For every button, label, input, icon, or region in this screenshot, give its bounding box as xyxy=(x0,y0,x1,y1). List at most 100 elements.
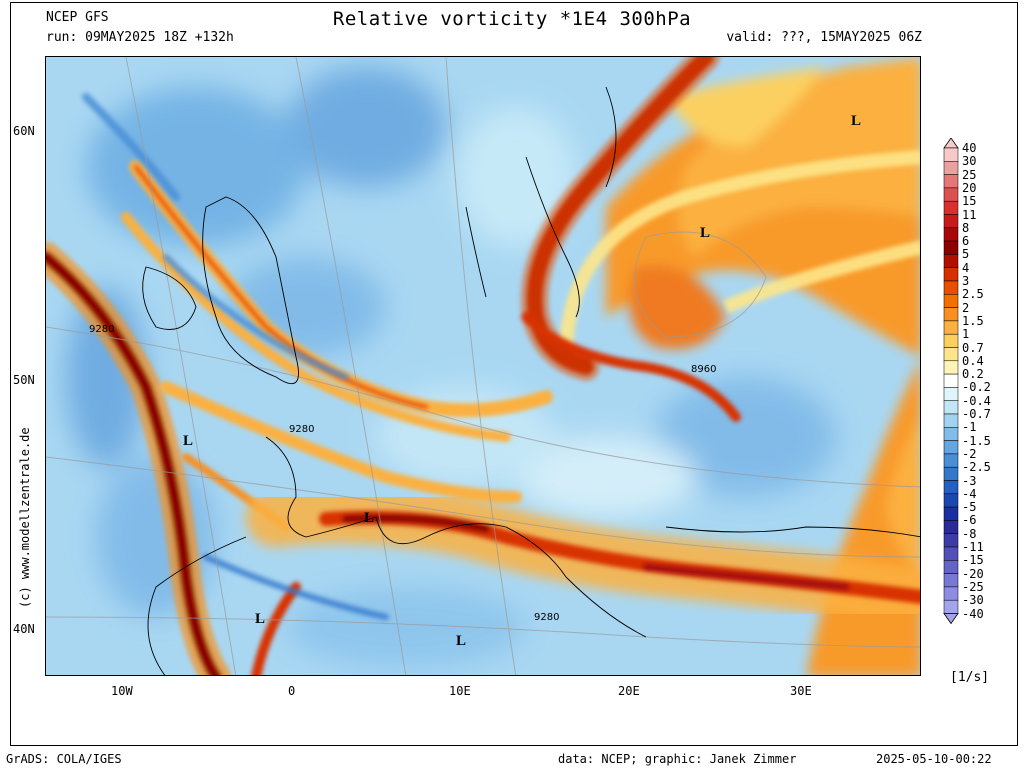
lon-label-30e: 30E xyxy=(790,684,812,698)
legend-swatch xyxy=(943,200,959,215)
legend-level-label: -2.5 xyxy=(962,460,991,475)
legend-level-label: 0.4 xyxy=(962,353,984,368)
legend-level-label: -25 xyxy=(962,579,984,594)
legend-level-label: -2 xyxy=(962,446,977,461)
legend-swatch xyxy=(943,240,959,255)
legend-level-label: 4 xyxy=(962,260,970,275)
legend-swatch xyxy=(943,294,959,308)
legend-level-label: -6 xyxy=(962,513,977,528)
legend-swatch xyxy=(943,480,959,495)
legend-level-label: -5 xyxy=(962,500,977,515)
contour-label: 9280 xyxy=(289,424,314,435)
legend-level-label: 2 xyxy=(962,300,970,315)
lon-label-0: 0 xyxy=(288,684,296,698)
legend-level-label: 6 xyxy=(962,234,970,249)
legend-arrow-bottom xyxy=(943,613,959,625)
legend-arrow-top xyxy=(943,138,959,149)
legend-level-label: 11 xyxy=(962,207,977,222)
legend-level-label: -40 xyxy=(962,606,984,621)
legend-level-label: -30 xyxy=(962,593,984,608)
legend-swatch xyxy=(943,254,959,268)
legend-swatch xyxy=(943,161,959,175)
legend-swatch xyxy=(943,373,959,388)
creation-date: 2025-05-10-00:22 xyxy=(876,752,992,766)
legend-level-label: 30 xyxy=(962,154,977,169)
legend-swatch xyxy=(943,280,959,295)
legend-swatch xyxy=(943,267,959,282)
legend-swatch xyxy=(943,427,959,441)
legend-level-label: -4 xyxy=(962,486,977,501)
chart-title: Relative vorticity *1E4 300hPa xyxy=(332,8,692,30)
lat-label-40n: 40N xyxy=(13,622,35,636)
legend-level-label: -1 xyxy=(962,420,977,435)
legend-level-label: 8 xyxy=(962,220,970,235)
legend-level-label: 1 xyxy=(962,327,970,342)
legend-level-label: 2.5 xyxy=(962,287,984,302)
legend-swatch xyxy=(943,506,959,521)
legend-level-label: 0.2 xyxy=(962,367,984,382)
low-marker: L xyxy=(456,633,466,649)
lon-label-10w: 10W xyxy=(111,684,133,698)
valid-time: valid: ???, 15MAY2025 06Z xyxy=(726,30,922,45)
legend-swatch xyxy=(943,360,959,375)
legend-swatch xyxy=(943,174,959,189)
legend-swatch xyxy=(943,227,959,242)
legend-level-label: 25 xyxy=(962,167,977,182)
legend-swatch xyxy=(943,214,959,229)
legend-swatch xyxy=(943,400,959,415)
low-marker: L xyxy=(255,611,265,627)
grads-credit: GrADS: COLA/IGES xyxy=(6,752,122,766)
legend-level-label: -11 xyxy=(962,540,984,554)
lat-label-60n: 60N xyxy=(13,124,35,138)
legend-level-label: -0.4 xyxy=(962,393,991,408)
low-marker: L xyxy=(364,510,374,526)
legend-level-label: 3 xyxy=(962,274,970,288)
data-credit: data: NCEP; graphic: Janek Zimmer xyxy=(558,752,797,766)
outer-frame xyxy=(10,2,1018,746)
legend-level-label: -3 xyxy=(962,473,977,488)
lat-label-50n: 50N xyxy=(13,373,35,387)
lon-label-10e: 10E xyxy=(449,684,471,698)
legend-swatch xyxy=(943,333,959,348)
legend-swatch xyxy=(943,560,959,574)
legend-level-label: -0.7 xyxy=(962,407,991,421)
legend-swatch xyxy=(943,440,959,455)
legend-swatch xyxy=(943,187,959,202)
legend-swatch xyxy=(943,533,959,548)
legend-colorbar xyxy=(943,138,959,625)
legend-level-label: 5 xyxy=(962,247,970,262)
legend-level-label: -15 xyxy=(962,553,984,568)
legend-swatch xyxy=(943,347,959,362)
run-info: run: 09MAY2025 18Z +132h xyxy=(46,30,234,45)
legend-level-label: 20 xyxy=(962,180,977,195)
units-label: [1/s] xyxy=(950,670,990,685)
legend-swatch xyxy=(943,387,959,401)
legend-level-label: 0.7 xyxy=(962,340,984,355)
legend-swatch xyxy=(943,546,959,561)
legend-level-label: 15 xyxy=(962,194,977,209)
legend-level-label: -1.5 xyxy=(962,433,991,448)
legend-swatch xyxy=(943,466,959,481)
low-marker: L xyxy=(851,113,861,129)
vorticity-field: L L L L L L 9280 9280 8960 9280 xyxy=(46,57,920,675)
legend-level-label: -20 xyxy=(962,566,984,581)
model-name: NCEP GFS xyxy=(46,10,109,25)
copyright-text: (c) www.modellzentrale.de xyxy=(18,427,32,608)
legend-swatch xyxy=(943,493,959,508)
vorticity-map: L L L L L L 9280 9280 8960 9280 xyxy=(45,56,921,676)
legend-swatch xyxy=(943,147,959,162)
legend-swatch xyxy=(943,586,959,601)
contour-label: 9280 xyxy=(89,324,114,335)
contour-label: 8960 xyxy=(691,364,716,375)
legend-swatch xyxy=(943,320,959,335)
legend-level-label: 40 xyxy=(962,141,977,155)
legend-swatch xyxy=(943,599,959,614)
contour-label: 9280 xyxy=(534,612,559,623)
legend-swatch xyxy=(943,573,959,588)
legend-swatch xyxy=(943,453,959,468)
legend-level-label: -0.2 xyxy=(962,380,991,395)
legend-level-label: 1.5 xyxy=(962,313,984,328)
low-marker: L xyxy=(183,433,193,449)
legend-swatch xyxy=(943,413,959,428)
legend-swatch xyxy=(943,307,959,322)
